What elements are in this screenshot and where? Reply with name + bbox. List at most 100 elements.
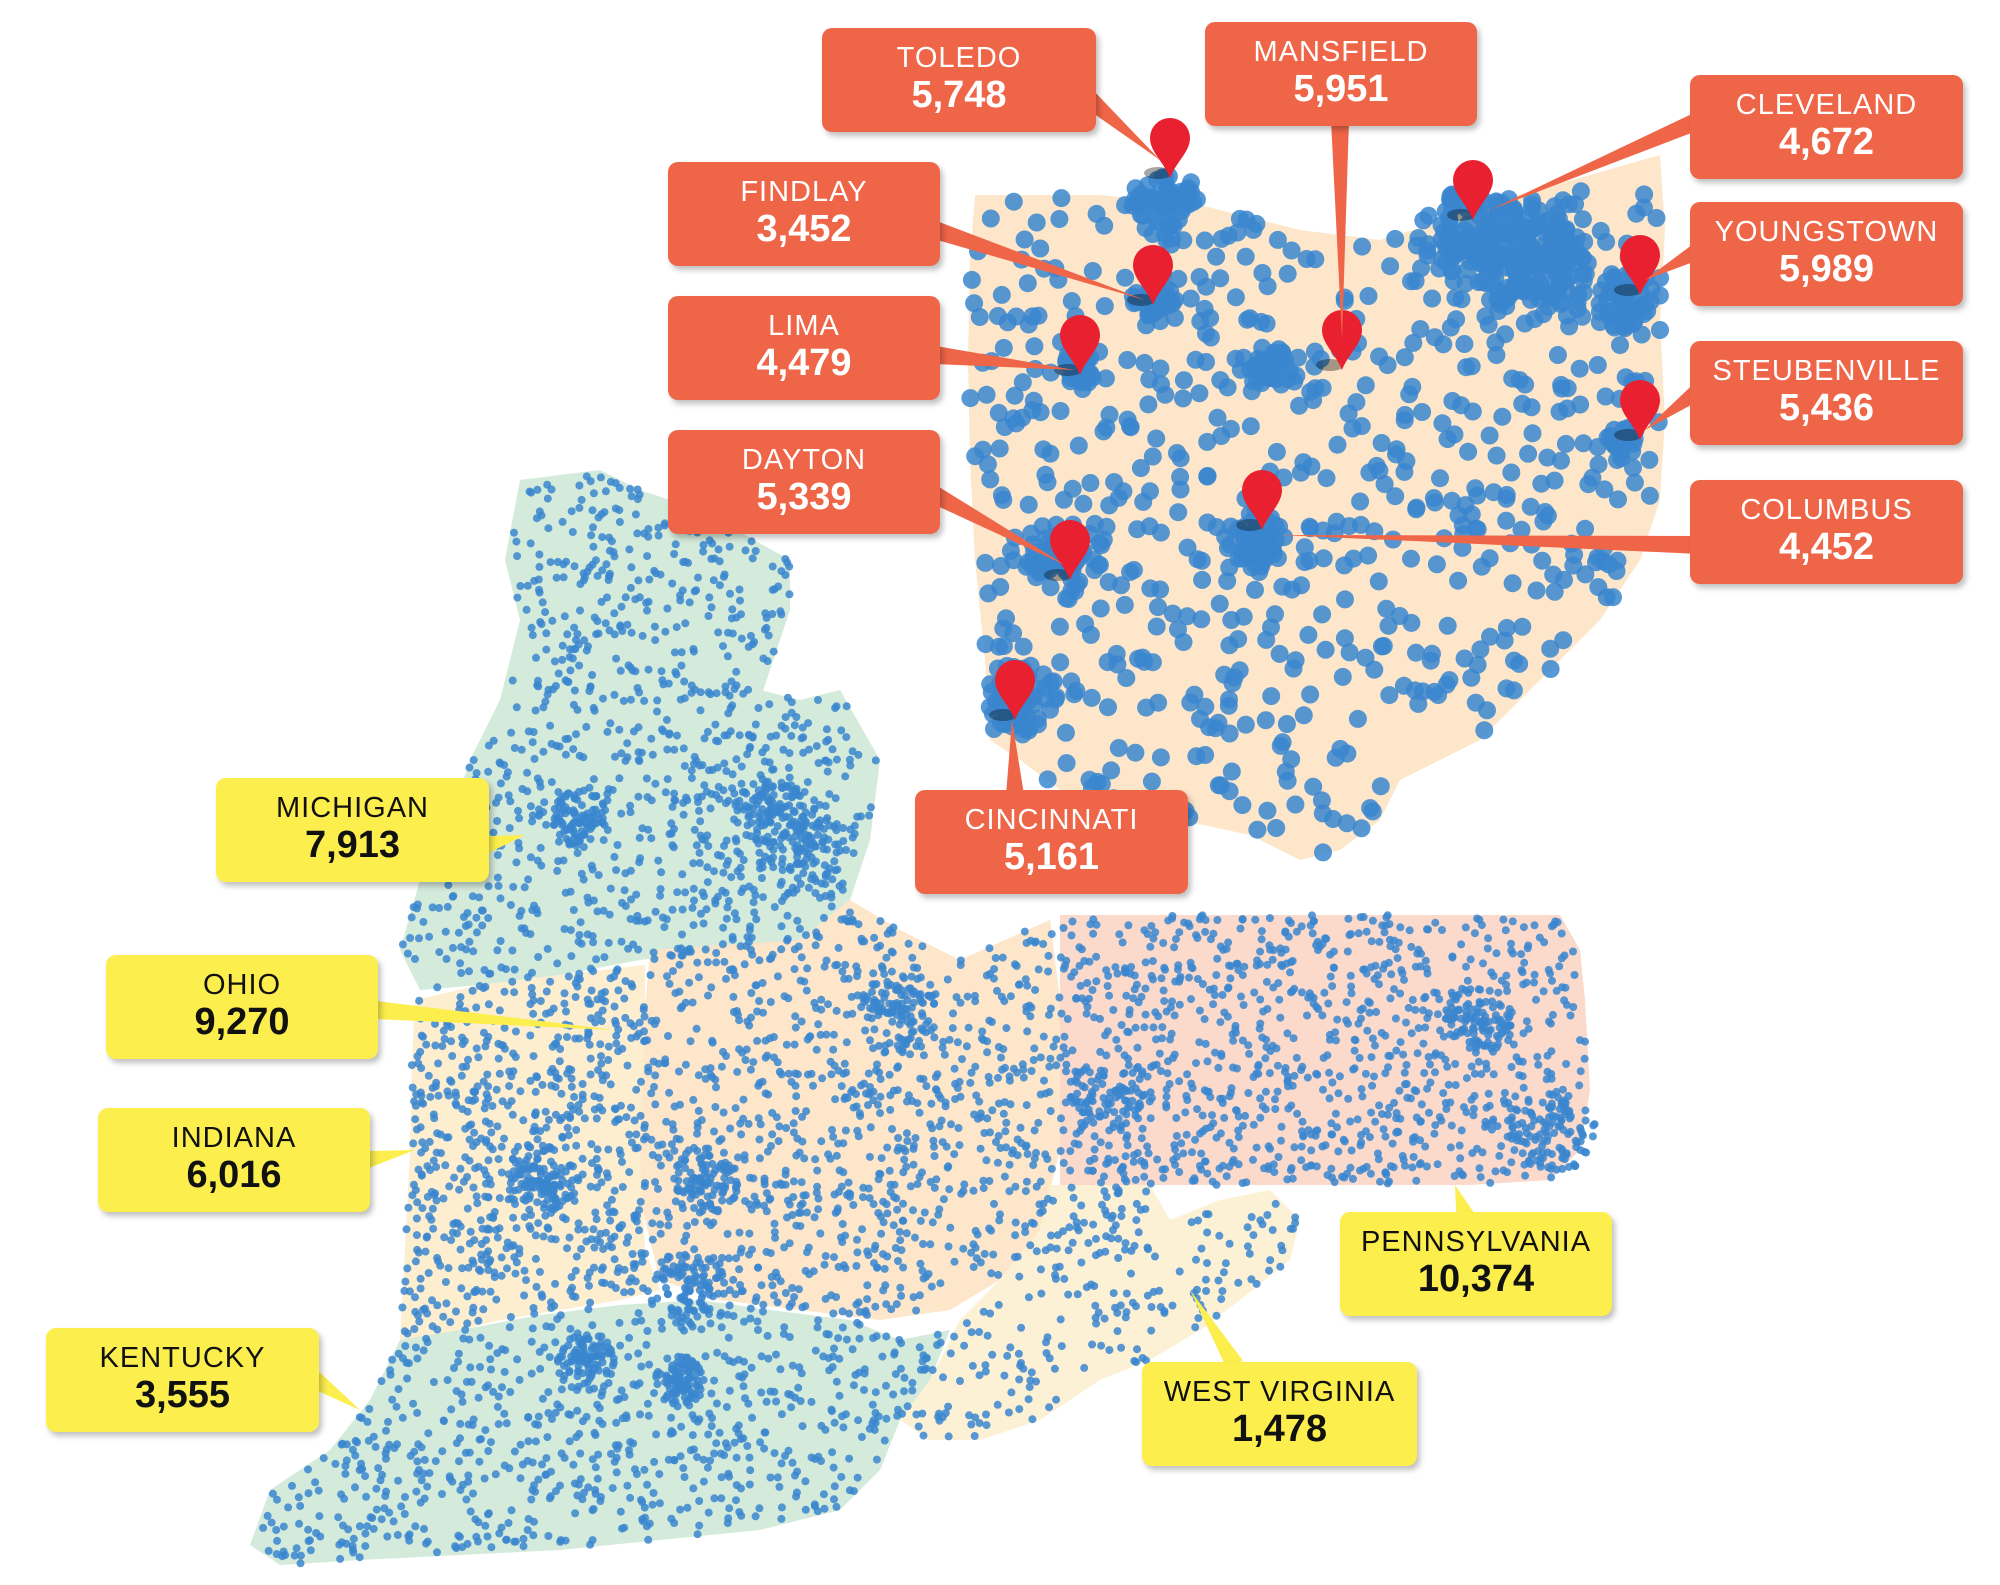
location-dot [415, 934, 423, 943]
location-dot [702, 787, 711, 796]
location-dot [527, 1369, 536, 1378]
location-dot [711, 720, 720, 729]
location-dot [1216, 1129, 1225, 1138]
location-dot [740, 960, 749, 969]
location-dot [1496, 325, 1515, 344]
location-dot [824, 1000, 832, 1009]
location-dot [903, 1402, 912, 1411]
location-dot [1335, 556, 1354, 575]
location-dot [473, 1199, 482, 1208]
location-dot [1149, 975, 1157, 984]
location-dot [1076, 614, 1095, 633]
location-dot [1367, 1108, 1376, 1117]
location-dot [985, 1177, 994, 1185]
location-dot [586, 1054, 595, 1063]
location-dot [1154, 1012, 1163, 1021]
location-dot [1225, 1138, 1234, 1147]
location-dot [629, 1439, 638, 1448]
location-dot [985, 1078, 994, 1087]
location-dot [1014, 637, 1033, 656]
location-dot [626, 1493, 635, 1502]
location-dot [1363, 802, 1382, 821]
location-dot [809, 1081, 817, 1090]
location-dot [567, 1273, 576, 1281]
location-dot [1396, 1038, 1405, 1047]
location-dot [626, 915, 635, 923]
location-dot [723, 1310, 732, 1319]
location-dot [506, 901, 515, 909]
location-dot [1000, 1371, 1009, 1380]
location-dot [484, 1447, 493, 1455]
location-dot [755, 1504, 764, 1513]
location-dot [849, 1201, 858, 1209]
location-dot [1475, 721, 1494, 740]
location-dot [547, 485, 556, 494]
location-dot [585, 1281, 593, 1290]
location-dot [744, 1119, 753, 1128]
location-dot [643, 1480, 652, 1489]
location-dot [643, 552, 652, 561]
location-dot [478, 921, 487, 930]
location-dot [1024, 1293, 1033, 1302]
location-dot [290, 1551, 299, 1560]
location-dot [1067, 972, 1076, 981]
location-dot [382, 1487, 391, 1496]
location-dot [543, 1433, 552, 1442]
location-dot [1170, 1050, 1179, 1059]
location-dot [1298, 1117, 1307, 1126]
location-dot [542, 1322, 551, 1331]
location-dot [407, 913, 416, 922]
location-dot [1344, 914, 1353, 923]
location-dot [789, 1193, 798, 1201]
location-dot [1047, 1231, 1055, 1240]
location-dot [955, 1141, 964, 1150]
location-dot [769, 647, 778, 656]
location-dot [616, 1341, 625, 1350]
location-dot [977, 385, 996, 404]
location-dot [1271, 736, 1290, 755]
location-dot [741, 1056, 750, 1064]
location-dot [1121, 966, 1129, 975]
location-dot [937, 1116, 946, 1125]
location-dot [498, 1097, 507, 1106]
location-dot [1547, 1047, 1556, 1056]
location-dot [625, 545, 634, 554]
location-dot [720, 957, 729, 966]
location-dot [505, 1464, 514, 1473]
location-dot [1175, 1168, 1184, 1176]
location-dot [1001, 1063, 1009, 1072]
location-dot [960, 1180, 969, 1189]
location-dot [1026, 1012, 1035, 1021]
location-dot [1297, 922, 1306, 931]
location-dot [783, 558, 792, 567]
location-dot [1059, 1159, 1068, 1167]
location-dot [627, 492, 636, 501]
location-dot [1233, 796, 1252, 815]
location-dot [1207, 247, 1226, 266]
location-dot [1439, 1032, 1448, 1041]
location-dot [583, 1274, 592, 1282]
location-dot [821, 1294, 830, 1303]
location-dot [728, 770, 737, 779]
location-dot [512, 1224, 521, 1233]
location-dot [714, 628, 723, 637]
location-dot [377, 1377, 386, 1386]
location-dot [795, 1363, 804, 1372]
location-dot [813, 1182, 822, 1191]
location-dot [757, 874, 766, 882]
location-dot [1256, 711, 1275, 730]
location-dot [515, 814, 524, 823]
location-dot [814, 696, 822, 704]
location-dot [796, 976, 805, 985]
location-dot [651, 1071, 660, 1080]
location-dot [601, 619, 610, 628]
location-dot [1181, 1108, 1190, 1117]
location-dot [602, 1228, 610, 1237]
location-dot [552, 741, 561, 750]
location-dot [433, 983, 442, 992]
location-dot [848, 747, 857, 756]
location-dot [757, 1281, 766, 1290]
location-dot [853, 967, 862, 976]
location-dot [512, 537, 521, 546]
location-dot [534, 811, 543, 820]
